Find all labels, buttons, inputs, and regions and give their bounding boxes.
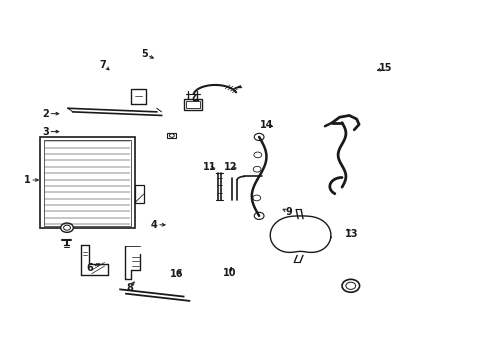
Circle shape xyxy=(341,279,359,292)
Polygon shape xyxy=(270,216,330,252)
Text: 7: 7 xyxy=(100,59,106,69)
Circle shape xyxy=(253,152,261,158)
Circle shape xyxy=(291,231,309,244)
Text: 13: 13 xyxy=(345,229,358,239)
Circle shape xyxy=(345,282,355,289)
Text: 5: 5 xyxy=(141,49,147,59)
Circle shape xyxy=(169,134,174,137)
Bar xyxy=(40,137,135,228)
Text: 6: 6 xyxy=(86,263,93,273)
Bar xyxy=(167,133,176,138)
Circle shape xyxy=(61,223,73,232)
Circle shape xyxy=(254,212,264,220)
Text: 9: 9 xyxy=(285,207,292,217)
Text: 2: 2 xyxy=(42,109,49,119)
Circle shape xyxy=(63,225,70,230)
Circle shape xyxy=(253,166,261,172)
Text: 10: 10 xyxy=(223,268,236,278)
Text: 3: 3 xyxy=(42,127,49,136)
Text: 8: 8 xyxy=(126,283,133,293)
Text: 4: 4 xyxy=(151,220,157,230)
Bar xyxy=(185,101,199,108)
Bar xyxy=(135,185,143,203)
Bar xyxy=(43,140,131,226)
Text: 16: 16 xyxy=(169,269,183,279)
Text: 15: 15 xyxy=(378,63,392,73)
Text: 1: 1 xyxy=(24,175,31,185)
Text: 12: 12 xyxy=(224,162,237,172)
Text: 14: 14 xyxy=(259,121,273,130)
Circle shape xyxy=(254,134,264,140)
Text: 11: 11 xyxy=(202,162,216,172)
Bar xyxy=(183,99,202,110)
Circle shape xyxy=(252,195,260,201)
